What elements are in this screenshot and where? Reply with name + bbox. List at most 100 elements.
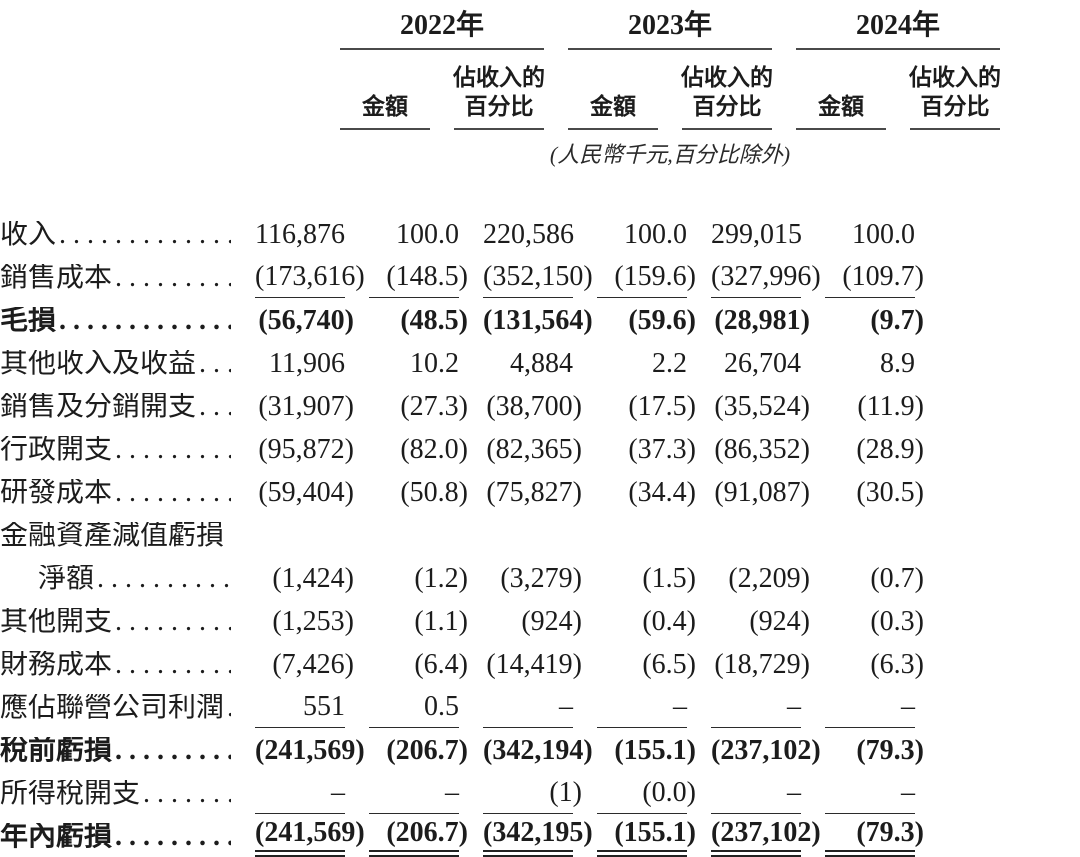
row-label: 年內虧損 . . . . . . . . . . . . . . . . . .… <box>0 823 231 857</box>
year-group-2022: 2022年 <box>340 12 544 50</box>
value-cell: (1.2) <box>369 565 468 599</box>
value-cell: 100.0 <box>825 221 915 255</box>
row-label: 毛損 . . . . . . . . . . . . . . . . . . .… <box>0 307 231 341</box>
row-label-text: 其他開支 <box>0 608 113 638</box>
value-text: (924) <box>749 606 810 638</box>
value-text: (11.9) <box>857 391 924 423</box>
value-text: (0.4) <box>642 606 696 638</box>
value-cell: (95,872) <box>255 436 354 470</box>
value-cell: (1.5) <box>597 565 696 599</box>
value-text: (7,426) <box>272 649 354 681</box>
value-text: 551 <box>303 691 345 723</box>
value-text: (924) <box>521 606 582 638</box>
row-label-text: 應佔聯營公司利潤 <box>0 694 225 724</box>
value-cell: (155.1) <box>597 737 696 771</box>
value-cell: 2.2 <box>597 350 687 384</box>
row-label-text: 其他收入及收益 <box>0 350 197 380</box>
row-label: 收入 . . . . . . . . . . . . . . . . . . .… <box>0 221 231 255</box>
value-cell: 299,015 <box>711 221 802 255</box>
col-pct-2022: 佔收入的 百分比 <box>453 50 545 130</box>
header-label-spacer <box>85 50 316 130</box>
table-body: 收入 . . . . . . . . . . . . . . . . . . .… <box>0 212 1080 857</box>
value-cell: (3,279) <box>483 565 582 599</box>
row-label: 銷售成本 . . . . . . . . . . . . . . . . . .… <box>0 264 231 298</box>
value-text: (0.0) <box>642 777 696 809</box>
value-cell <box>825 550 915 556</box>
table-row: 毛損 . . . . . . . . . . . . . . . . . . .… <box>0 298 1080 341</box>
table-row: 收入 . . . . . . . . . . . . . . . . . . .… <box>0 212 1080 255</box>
value-cell: (38,700) <box>483 393 582 427</box>
value-cell: (82.0) <box>369 436 468 470</box>
value-text: – <box>901 691 915 723</box>
row-label-text: 行政開支 <box>0 436 113 466</box>
col-pct-2024: 佔收入的 百分比 <box>909 50 1001 130</box>
dot-leader: . . . . . . . . . . . . . . . . . . . . … <box>115 823 231 852</box>
value-text: (82,365) <box>486 434 582 466</box>
value-cell: (27.3) <box>369 393 468 427</box>
value-cell: (75,827) <box>483 479 582 513</box>
value-cell: (237,102) <box>711 737 821 771</box>
table-row: 應佔聯營公司利潤 . . . . . . . . . . . . . . . .… <box>0 685 1080 729</box>
value-text: 4,884 <box>510 348 573 380</box>
value-cell: (18,729) <box>711 651 810 685</box>
value-text: (95,872) <box>258 434 354 466</box>
dot-leader: . . . . . . . . . . . . . . . . . . . . … <box>59 307 231 336</box>
value-text: (35,524) <box>714 391 810 423</box>
row-label-text: 年內虧損 <box>0 823 113 853</box>
year-label: 2023年 <box>627 10 712 41</box>
value-cell: (31,907) <box>255 393 354 427</box>
value-cell: (131,564) <box>483 307 593 341</box>
value-text: 100.0 <box>852 219 915 251</box>
value-text: (237,102) <box>711 817 821 849</box>
value-cell: (6.3) <box>825 651 924 685</box>
value-cell: (352,150) <box>483 263 593 299</box>
value-cell: (2,209) <box>711 565 810 599</box>
value-text: (1.2) <box>414 563 468 595</box>
value-cell: (0.3) <box>825 608 924 642</box>
value-text: (159.6) <box>614 261 696 293</box>
value-text: (38,700) <box>486 391 582 423</box>
value-cell: 220,586 <box>483 221 574 255</box>
col-amount-2023: 金額 <box>568 50 658 130</box>
dot-leader: . . . . . . . . . . . . . . . . . . . . … <box>97 565 231 594</box>
row-label-text: 金融資產減值虧損 <box>0 522 225 552</box>
value-text: – <box>787 777 801 809</box>
value-cell: (9.7) <box>825 307 924 341</box>
value-cell: – <box>597 693 687 729</box>
value-cell: 8.9 <box>825 350 915 384</box>
row-label: 應佔聯營公司利潤 . . . . . . . . . . . . . . . .… <box>0 694 231 728</box>
value-cell: (14,419) <box>483 651 582 685</box>
row-label-text: 銷售成本 <box>0 264 113 294</box>
value-cell: (6.4) <box>369 651 468 685</box>
value-cell: (327,996) <box>711 263 821 299</box>
value-cell: (79.3) <box>825 737 924 771</box>
value-cell: (48.5) <box>369 307 468 341</box>
value-text: (31,907) <box>258 391 354 423</box>
value-text: (59.6) <box>628 305 696 337</box>
unit-note: (人民幣千元,百分比除外) <box>549 142 791 167</box>
value-cell: – <box>825 779 915 815</box>
value-cell: 10.2 <box>369 350 459 384</box>
row-label-text: 研發成本 <box>0 479 113 509</box>
value-cell: (109.7) <box>825 263 924 299</box>
value-cell: (148.5) <box>369 263 468 299</box>
value-text: (155.1) <box>614 735 696 767</box>
value-cell: – <box>483 691 573 729</box>
value-text: (34.4) <box>628 477 696 509</box>
value-text: (91,087) <box>714 477 810 509</box>
value-text: (6.4) <box>414 649 468 681</box>
table-row: 年內虧損 . . . . . . . . . . . . . . . . . .… <box>0 814 1080 857</box>
table-row: 稅前虧損 . . . . . . . . . . . . . . . . . .… <box>0 728 1080 771</box>
value-cell: (79.3) <box>825 819 924 857</box>
value-cell: (159.6) <box>597 263 696 299</box>
dot-leader: . . . . . . . . . . . . . . . . . . . . … <box>115 436 231 465</box>
value-text: – <box>559 691 573 723</box>
year-header-row: 2022年 2023年 2024年 <box>85 12 1000 50</box>
dot-leader: . . . . . . . . . . . . . . . . . . . . … <box>59 221 231 250</box>
table-row: 其他開支 . . . . . . . . . . . . . . . . . .… <box>0 599 1080 642</box>
value-text: (342,194) <box>483 735 593 767</box>
table-row: 所得稅開支 . . . . . . . . . . . . . . . . . … <box>0 771 1080 815</box>
value-cell: (82,365) <box>483 436 582 470</box>
row-label: 行政開支 . . . . . . . . . . . . . . . . . .… <box>0 436 231 470</box>
value-cell: (35,524) <box>711 393 810 427</box>
